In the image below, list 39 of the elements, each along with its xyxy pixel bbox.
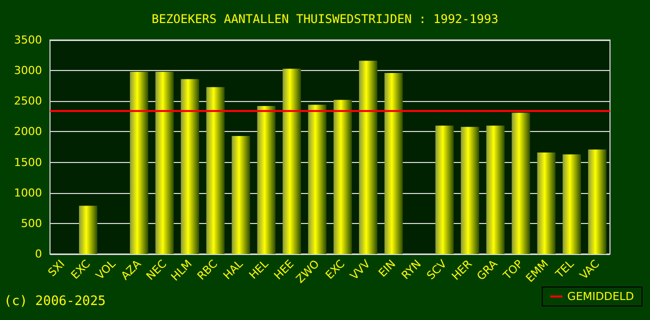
bar <box>257 106 276 254</box>
y-tick-label: 500 <box>21 216 42 230</box>
bar <box>155 72 174 254</box>
bar <box>79 206 98 254</box>
x-tick-label: GRA <box>474 257 500 284</box>
bar <box>206 87 225 254</box>
y-tick-label: 1000 <box>14 186 42 200</box>
bar <box>282 68 301 254</box>
bar <box>562 154 581 254</box>
bar <box>537 152 556 254</box>
bar <box>232 136 250 254</box>
y-tick-label: 2500 <box>14 94 42 108</box>
y-tick-label: 3000 <box>14 64 42 78</box>
text: (c) 2006-2025 <box>4 294 106 309</box>
bar <box>588 149 606 254</box>
y-tick-label: 2000 <box>14 125 42 138</box>
bar <box>384 73 403 254</box>
y-tick-label: 1500 <box>14 156 42 169</box>
x-tick-label: EIN <box>376 257 398 280</box>
x-tick-label: VOL <box>93 256 119 282</box>
bar <box>512 112 530 254</box>
x-tick-label: TOP <box>500 257 526 283</box>
x-tick-label: HEL <box>246 256 272 282</box>
x-tick-label: TEL <box>552 256 578 282</box>
bar <box>435 126 454 254</box>
bar <box>359 60 378 254</box>
bar <box>180 79 200 254</box>
bar <box>486 126 505 254</box>
chart-title: BEZOEKERS AANTALLEN THUISWEDSTRIJDEN : 1992-1993 <box>152 12 498 26</box>
x-tick-label: VAC <box>577 257 602 282</box>
legend-label: GEMIDDELD <box>567 290 634 303</box>
y-tick-label: 0 <box>35 248 42 260</box>
x-tick-label: SXI <box>46 257 68 280</box>
bar <box>130 72 148 254</box>
bar <box>334 100 352 254</box>
bar <box>308 104 326 254</box>
x-tick-label: HAL <box>220 256 246 282</box>
y-tick-label: 3500 <box>14 34 42 46</box>
bar <box>460 126 480 254</box>
